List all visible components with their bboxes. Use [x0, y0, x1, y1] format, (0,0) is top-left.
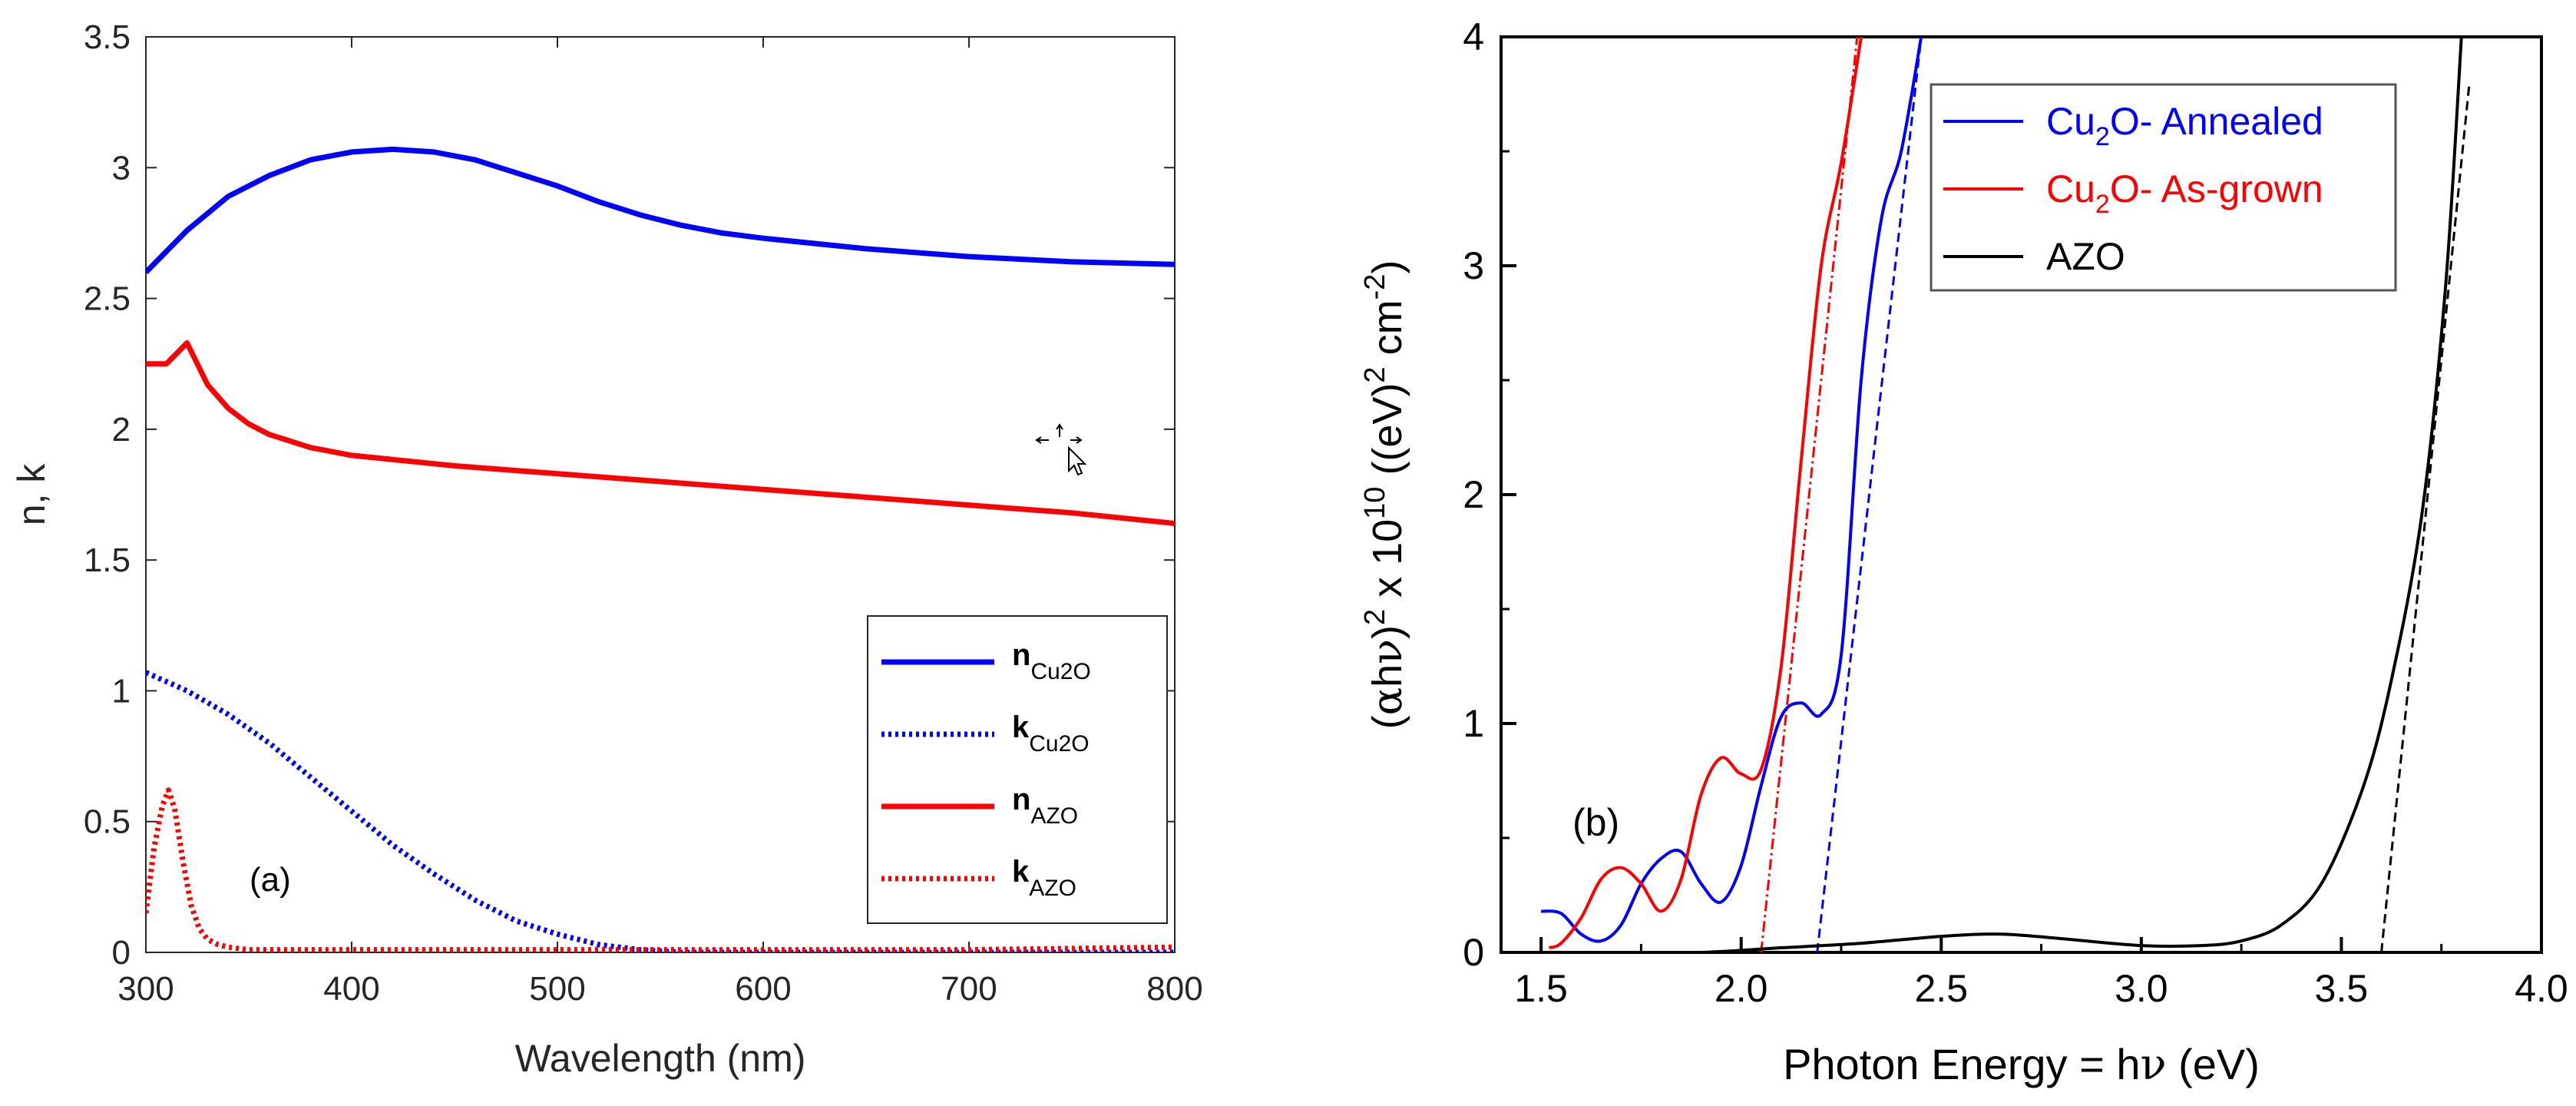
legend-label-n_azo: nAZO: [1012, 783, 1078, 829]
cursor-arrow: [1068, 445, 1087, 476]
x-tick-label-b: 1.5: [1514, 967, 1568, 1010]
y-tick-label-a: 2.5: [84, 280, 131, 318]
y-axis-label-a: n, k: [10, 463, 53, 526]
legend-box-a: [867, 615, 1168, 924]
x-tick-label-a: 600: [735, 970, 791, 1008]
y-tick-label-b: 2: [1463, 473, 1484, 516]
move-cursor-icon: [1035, 423, 1087, 476]
legend-label-n_cu2o: nCu2O: [1012, 638, 1091, 684]
x-tick-label-a: 400: [323, 970, 379, 1008]
legend-label-azo: AZO: [2046, 235, 2125, 278]
fit-line-fit_annealed: [1816, 37, 1923, 952]
legend-label-k_cu2o: kCu2O: [1012, 710, 1090, 757]
x-tick-label-b: 3.5: [2315, 967, 2369, 1010]
y-tick-label-a: 1.5: [84, 541, 131, 579]
x-tick-label-b: 2.5: [1915, 967, 1969, 1010]
panel-b: 1.5 2.0 2.5 3.0 3.5 4.0 0 1 2 3 4 Photon Energy = h…: [1359, 15, 2568, 1090]
fit-line-fit_asgrown: [1760, 37, 1859, 952]
x-tick-label-a: 800: [1146, 970, 1202, 1008]
legend-label-cu2o_annealed: Cu2O- Annealed: [2046, 100, 2323, 151]
panel-label-b: (b): [1572, 801, 1619, 844]
series-line-cu2o_asgrown: [1548, 37, 1863, 949]
y-tick-label-a: 3.5: [84, 18, 131, 56]
x-tick-label-a: 300: [117, 970, 174, 1008]
y-tick-label-a: 0.5: [84, 803, 131, 841]
series-line-k_cu2o: [146, 670, 1175, 952]
y-tick-label-b: 0: [1463, 931, 1484, 974]
panel-label-a: (a): [250, 861, 291, 899]
legend-label-k_azo: kAZO: [1012, 855, 1076, 901]
y-tick-label-a: 0: [112, 934, 131, 972]
series-line-azo: [1541, 37, 2463, 952]
y-tick-label-b: 3: [1463, 244, 1484, 287]
panel-a: 300 400 500 600 700 800 0 0.5 1 1.5 2 2.5 3 3.5 Wavele…: [10, 18, 1203, 1080]
x-axis-label-a: Wavelength (nm): [515, 1037, 806, 1080]
series-line-n_cu2o: [146, 146, 1175, 274]
legend-label-cu2o_asgrown: Cu2O- As-grown: [2046, 167, 2323, 219]
y-tick-label-b: 4: [1463, 15, 1484, 58]
y-tick-label-b: 1: [1463, 702, 1484, 745]
x-tick-label-a: 500: [529, 970, 585, 1008]
x-tick-label-b: 3.0: [2115, 967, 2168, 1010]
series-line-cu2o_annealed: [1540, 37, 1923, 943]
y-tick-label-a: 2: [112, 411, 131, 449]
cursor-move-arrows: [1035, 423, 1083, 444]
x-tick-label-b: 2.0: [1715, 967, 1768, 1010]
series-line-k_azo: [146, 787, 1175, 952]
y-tick-label-a: 1: [112, 672, 131, 710]
y-tick-label-a: 3: [112, 149, 131, 187]
x-tick-label-b: 4.0: [2515, 967, 2568, 1010]
series-line-n_azo: [146, 340, 1175, 526]
x-tick-label-a: 700: [941, 970, 997, 1008]
y-axis-label-b: (αhν)2 x 1010 ((eV)2 cm-2): [1359, 260, 1411, 730]
x-axis-label-b: Photon Energy = hν (eV): [1783, 1040, 2260, 1090]
